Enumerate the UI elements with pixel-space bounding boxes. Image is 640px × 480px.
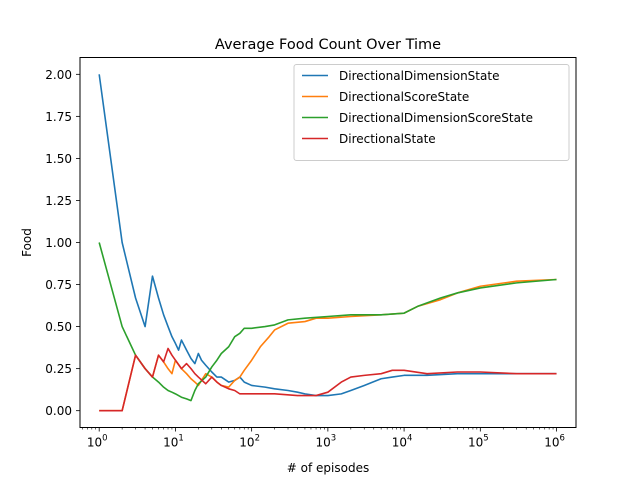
y-tick-label: 0.00 [45,404,72,418]
y-tick-label: 0.50 [45,320,72,334]
x-tick-label: 103 [316,434,337,450]
legend-label-0: DirectionalDimensionState [339,69,499,83]
series-line-3 [99,347,557,412]
y-axis: 0.00 0.25 0.50 0.75 1.00 1.25 1.50 1.75 2.00 [45,68,80,418]
x-tick-label: 102 [239,434,260,450]
x-tick-label: 104 [392,434,413,450]
y-tick-label: 1.25 [45,194,72,208]
legend: DirectionalDimensionState DirectionalScor… [293,64,570,161]
legend-label-3: DirectionalState [339,132,436,146]
y-tick-label: 1.75 [45,110,72,124]
legend-label-2: DirectionalDimensionScoreState [339,111,533,125]
x-axis: 100 101 102 103 104 105 106 [81,427,565,450]
x-tick-label: 101 [163,434,184,450]
series-layer [98,74,557,412]
series-line-0 [98,74,557,397]
y-tick-label: 0.75 [45,278,72,292]
legend-label-1: DirectionalScoreState [339,90,469,104]
y-tick-label: 1.50 [45,152,72,166]
y-tick-label: 1.00 [45,236,72,250]
legend-box [293,64,570,161]
y-tick-label: 0.25 [45,362,72,376]
x-tick-label: 100 [87,434,108,450]
x-tick-label: 105 [468,434,489,450]
y-tick-label: 2.00 [45,68,72,82]
y-axis-title: Food [20,228,34,257]
series-line-2 [98,242,557,402]
x-axis-title: # of episodes [287,461,369,475]
x-tick-label: 106 [544,434,565,450]
chart-title: Average Food Count Over Time [215,37,441,53]
